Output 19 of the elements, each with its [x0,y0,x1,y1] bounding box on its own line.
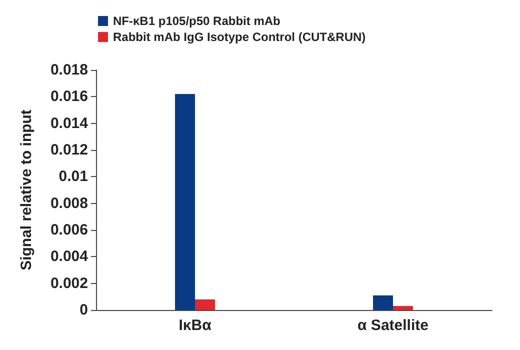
y-tick-label: 0.004 [50,248,89,266]
y-tick-label: 0.002 [50,274,88,292]
x-tick-label: IκBα [178,317,212,334]
y-tick-label: 0.01 [58,168,88,186]
y-tick-label: 0.012 [50,142,88,158]
bar [195,299,215,310]
bar [393,306,413,310]
y-tick-label: 0.016 [50,88,88,106]
y-tick-label: 0.014 [50,114,89,132]
y-tick-label: 0.008 [50,194,88,212]
y-tick-label: 0 [80,302,88,318]
legend-label: NF-κB1 p105/p50 Rabbit mAb [113,14,280,28]
y-tick-label: 0.018 [50,62,88,78]
bar [175,94,195,310]
legend-label: Rabbit mAb IgG Isotype Control (CUT&RUN) [113,30,366,44]
x-tick-label: α Satellite [358,317,428,334]
y-tick-label: 0.006 [50,222,88,238]
bar [373,295,393,310]
y-axis-title: Signal relative to input [18,110,35,270]
